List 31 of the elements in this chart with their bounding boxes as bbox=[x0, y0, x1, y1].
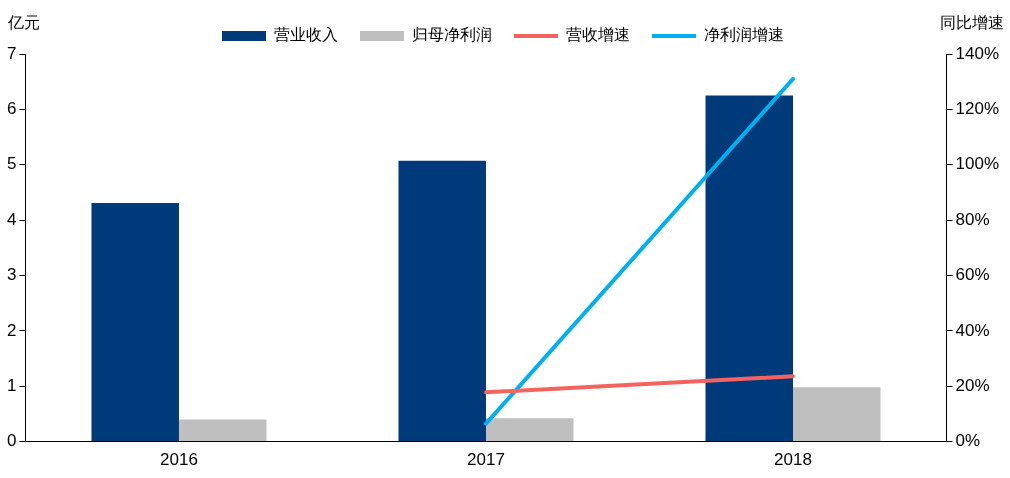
legend-label: 营收增速 bbox=[566, 26, 630, 44]
legend-label: 营业收入 bbox=[274, 26, 338, 44]
y-tick-label: 7 bbox=[6, 43, 17, 63]
y-axis-title: 亿元 bbox=[7, 14, 40, 32]
y2-tick-label: 20% bbox=[955, 375, 990, 395]
x-tick-label: 2017 bbox=[467, 450, 505, 470]
y-tick-label: 0 bbox=[6, 431, 17, 451]
y2-tick-label: 80% bbox=[955, 209, 990, 229]
x-tick-label: 2018 bbox=[774, 450, 812, 470]
bar bbox=[485, 418, 574, 442]
y2-tick-label: 60% bbox=[955, 265, 990, 285]
y2-tick-label: 100% bbox=[955, 154, 999, 174]
y2-tick-label: 140% bbox=[955, 43, 999, 63]
y-tick-label: 3 bbox=[6, 265, 17, 285]
y-tick-label: 5 bbox=[6, 154, 17, 174]
y2-tick-label: 0% bbox=[955, 431, 981, 451]
y-tick-label: 2 bbox=[6, 320, 17, 340]
y2-tick-label: 40% bbox=[955, 320, 990, 340]
y2-axis-title: 同比增速 bbox=[940, 14, 1004, 32]
bar bbox=[178, 419, 267, 442]
y-tick-label: 6 bbox=[6, 99, 17, 119]
bar bbox=[91, 202, 179, 442]
y-tick-label: 4 bbox=[6, 209, 17, 229]
x-tick-label: 2016 bbox=[160, 450, 198, 470]
bar bbox=[793, 387, 881, 442]
y2-tick-label: 120% bbox=[955, 99, 999, 119]
bar bbox=[705, 95, 794, 442]
legend-label: 归母净利润 bbox=[412, 26, 492, 44]
legend-label: 净利润增速 bbox=[704, 26, 784, 44]
y-tick-label: 1 bbox=[6, 375, 17, 395]
bar bbox=[398, 160, 486, 442]
